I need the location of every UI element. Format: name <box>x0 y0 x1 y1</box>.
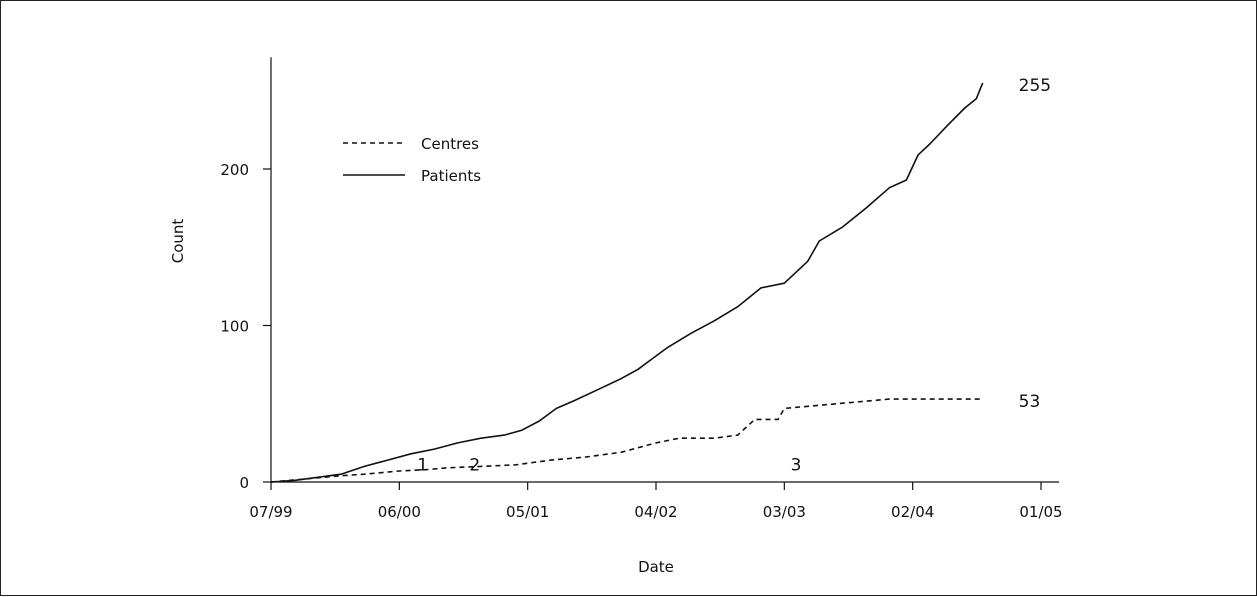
x-tick-label: 05/01 <box>506 503 549 521</box>
annotation-label: 3 <box>791 455 802 475</box>
series-line-patients <box>270 82 984 483</box>
axes: 07/99 06/00 05/01 04/02 03/03 02/04 01/05 0 100 2… <box>169 57 1063 576</box>
y-tick-label: 100 <box>220 318 249 336</box>
annotation-label: 2 <box>469 455 480 475</box>
series-line-centres <box>270 398 983 483</box>
y-axis-title: Count <box>169 219 187 264</box>
end-label-centres: 53 <box>1019 392 1041 412</box>
end-label-patients: 255 <box>1019 76 1051 96</box>
y-tick-label: 0 <box>239 474 249 492</box>
legend-label-centres: Centres <box>421 135 479 153</box>
legend-label-patients: Patients <box>421 167 481 185</box>
labels-layer: 53 255 1 2 3 <box>417 76 1051 476</box>
series-layer <box>270 82 984 483</box>
x-tick-label: 01/05 <box>1019 503 1062 521</box>
annotation-label: 1 <box>417 455 428 475</box>
x-tick-label: 04/02 <box>634 503 677 521</box>
x-tick-label: 02/04 <box>891 503 934 521</box>
x-axis-title: Date <box>638 558 674 576</box>
y-tick-label: 200 <box>220 161 249 179</box>
legend: Centres Patients <box>343 135 481 185</box>
x-tick-label: 07/99 <box>249 503 292 521</box>
x-tick-label: 06/00 <box>378 503 421 521</box>
x-tick-label: 03/03 <box>763 503 806 521</box>
